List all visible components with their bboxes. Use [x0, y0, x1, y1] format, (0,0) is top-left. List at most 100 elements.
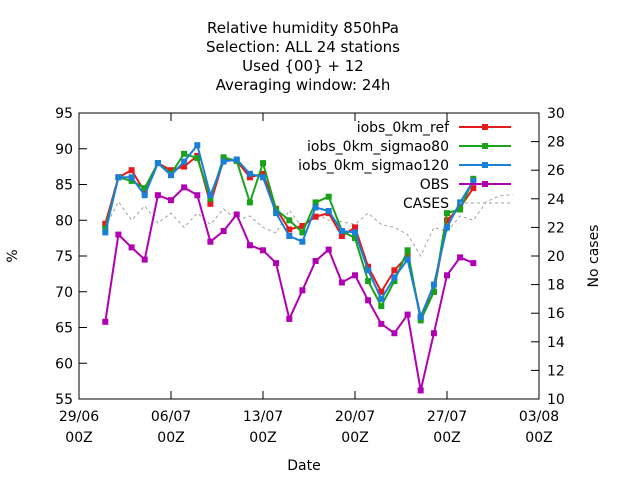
data-point [404, 311, 411, 318]
data-point [312, 204, 319, 211]
x-tick-label-time: 00Z [525, 430, 552, 446]
plot-series [102, 142, 513, 394]
x-tick-label-date: 27/07 [427, 409, 467, 425]
data-point [168, 167, 174, 174]
data-point [470, 260, 477, 267]
data-point [378, 288, 385, 295]
title-line-1: Relative humidity 850hPa [207, 19, 399, 37]
x-tick-label-time: 00Z [157, 430, 184, 446]
data-point [207, 238, 214, 245]
legend-label: iobs_0km_ref [357, 120, 450, 136]
data-point [207, 200, 214, 207]
data-point [194, 142, 201, 149]
data-point [181, 158, 188, 165]
legend-label: iobs_0km_sigmao80 [307, 139, 449, 155]
data-point [430, 330, 437, 337]
data-point [246, 199, 253, 206]
x-tick-label-date: 03/08 [519, 409, 559, 425]
x-axis-label: Date [287, 458, 320, 474]
data-point [444, 224, 450, 231]
data-point [470, 177, 477, 184]
x-tick-label-time: 00Z [249, 430, 276, 446]
title-line-4: Averaging window: 24h [216, 76, 391, 94]
y2-tick-label: 24 [547, 192, 565, 208]
data-point [194, 192, 201, 199]
y2-tick-label: 12 [547, 363, 565, 379]
data-point [102, 229, 109, 236]
data-point [168, 197, 174, 204]
data-point [260, 160, 266, 167]
data-point [325, 246, 332, 253]
legend: iobs_0km_ref iobs_0km_sigmao80 iobs_0km_si… [298, 120, 511, 212]
data-point [115, 231, 122, 238]
data-point [260, 174, 266, 181]
data-point [378, 320, 385, 327]
x-tick-label-date: 20/07 [335, 409, 375, 425]
x-tick-label-date: 06/07 [151, 409, 191, 425]
y2-tick-label: 14 [547, 335, 565, 351]
data-point [404, 247, 411, 254]
data-point [325, 193, 332, 200]
data-point [233, 211, 240, 218]
y-tick-label: 85 [55, 178, 73, 194]
data-point [220, 154, 227, 161]
data-point [260, 247, 266, 254]
data-point [181, 184, 188, 191]
x-tick-label-date: 13/07 [243, 409, 283, 425]
y-tick-label: 90 [55, 142, 73, 158]
data-point [391, 278, 398, 284]
legend-item-iobs_0km_sigmao80: iobs_0km_sigmao80 [307, 139, 511, 155]
data-point [128, 174, 135, 181]
legend-item-iobs_0km_sigmao120: iobs_0km_sigmao120 [298, 158, 511, 174]
y-tick-label: 70 [55, 285, 73, 301]
data-point [273, 260, 280, 267]
data-point [299, 287, 306, 294]
data-point [220, 228, 227, 234]
data-point [260, 170, 266, 177]
data-point [352, 235, 358, 242]
data-point [404, 253, 411, 259]
data-point [378, 303, 385, 310]
data-point [207, 192, 214, 199]
data-point [181, 150, 188, 157]
data-point [470, 185, 477, 192]
y-axis-ticks: 55 60 65 70 75 80 85 90 95 [55, 106, 87, 408]
data-point [378, 295, 385, 302]
data-point [391, 274, 398, 281]
data-point [154, 160, 161, 167]
data-point [352, 229, 358, 236]
y-tick-label: 80 [55, 213, 73, 229]
data-point [444, 272, 450, 279]
data-point [246, 174, 253, 181]
y2-tick-label: 22 [547, 220, 565, 236]
y-tick-label: 55 [55, 392, 73, 408]
x-tick-label-time: 00Z [65, 430, 92, 446]
y2-tick-label: 10 [547, 392, 565, 408]
y2-tick-label: 30 [547, 106, 565, 122]
data-point [102, 220, 109, 227]
data-point [273, 210, 280, 217]
y2-axis-label: No cases [586, 225, 602, 288]
series-OBS [102, 184, 477, 394]
legend-marker [482, 143, 488, 149]
data-point [338, 233, 345, 239]
legend-item-OBS: OBS [420, 177, 511, 193]
data-point [457, 206, 464, 213]
data-point [233, 156, 240, 163]
legend-item-iobs_0km_ref: iobs_0km_ref [357, 120, 511, 136]
data-point [128, 167, 135, 174]
data-point [286, 217, 293, 224]
data-point [417, 313, 424, 320]
data-point [181, 163, 188, 170]
data-point [141, 188, 148, 195]
x-tick-label-date: 29/06 [59, 409, 99, 425]
data-point [312, 258, 319, 264]
x-axis-ticks: 29/06 00Z 06/07 00Z 13/07 00Z 20/07 00Z 27/07 00Z… [59, 113, 559, 446]
data-point [299, 229, 306, 236]
data-point [338, 228, 345, 234]
data-point [365, 263, 372, 270]
legend-item-CASES: CASES [403, 196, 511, 212]
data-point [286, 233, 293, 239]
data-point [404, 256, 411, 263]
